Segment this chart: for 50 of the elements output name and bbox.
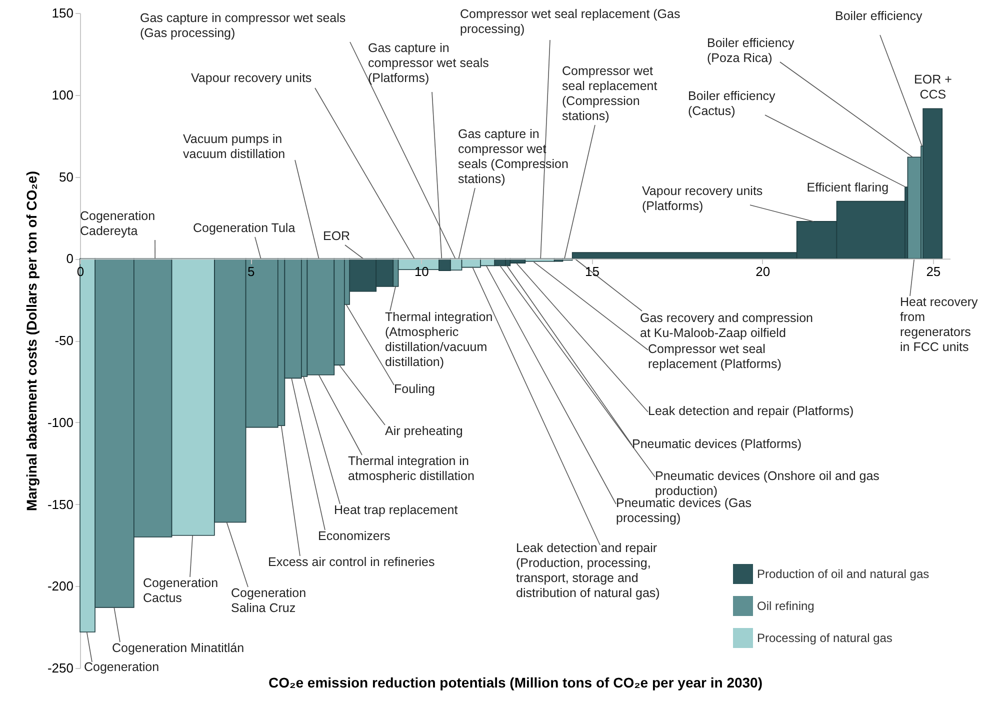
x-tick-label: 20 (756, 264, 770, 280)
y-tick-label: -100 (47, 414, 74, 430)
annotation: Gas recovery and compression at Ku-Maloob-Zaap oilfield (640, 311, 814, 340)
annotation: Cogeneration (84, 660, 160, 674)
annotation: Fouling (394, 382, 436, 396)
annotation: Excess air control in refineries (268, 555, 435, 569)
annotation: Economizers (318, 529, 390, 543)
y-tick-label: -200 (47, 578, 74, 594)
annotation: Compressor wet seal replacement (Gas processing) (460, 7, 680, 36)
annotation: EOR + CCS (914, 72, 952, 102)
annotation: Cogeneration Minatitlán (112, 641, 244, 655)
annotation: Pneumatic devices (Onshore oil and gas production) (655, 469, 880, 498)
y-tick-label: 0 (66, 251, 74, 266)
annotation: Leak detection and repair (Production, processing, transport, storage and distribution of natural gas) (516, 541, 660, 600)
annotation: Heat recovery from regenerators in FCC units (900, 295, 979, 354)
y-axis-title: Marginal abatement costs (Dollars per ton of CO₂e) (23, 171, 40, 511)
annotation: Cogeneration Salina Cruz (231, 586, 306, 615)
annotation: EOR (323, 229, 350, 243)
annotation: Vapour recovery units (191, 71, 312, 85)
annotation: Compressor wet seal replacement (Platforms) (648, 342, 782, 371)
annotation: Boiler efficiency (835, 9, 924, 23)
legend-label: Production of oil and natural gas (757, 567, 930, 581)
y-tick-label: -50 (54, 333, 74, 348)
annotation: Vacuum pumps in vacuum distillation (183, 132, 286, 161)
annotation: Boiler efficiency (Cactus) (688, 89, 776, 118)
annotation: Vapour recovery units (Platforms) (642, 184, 763, 213)
y-tick-label: 150 (52, 6, 74, 20)
annotation: Efficient flaring (806, 180, 889, 194)
annotation: Heat trap replacement (334, 503, 458, 517)
annotation: Gas capture in compressor wet seals (Platforms) (368, 41, 489, 85)
annotation: Pneumatic devices (Platforms) (632, 437, 802, 451)
annotation: Thermal integration in atmospheric distillation (348, 454, 474, 483)
y-tick-label: 100 (52, 87, 74, 102)
annotation: Cogeneration Tula (193, 221, 296, 235)
y-tick-label: -150 (47, 496, 74, 512)
annotation: Thermal integration (Atmospheric distillation/vacuum distillation) (385, 310, 493, 369)
annotation: Gas capture in compressor wet seals (Gas processing) (140, 11, 346, 40)
x-tick-label: 25 (926, 264, 941, 280)
annotation: Air preheating (385, 424, 463, 438)
x-axis-title: CO₂e emission reduction potentials (Million tons of CO₂e per year in 2030) (268, 674, 762, 690)
annotation: Cogeneration Cadereyta (80, 209, 156, 238)
annotation: Compressor wet seal replacement (Compression stations) (562, 64, 658, 123)
y-tick-label: -250 (47, 660, 74, 676)
x-tick-label: 5 (247, 264, 255, 280)
annotation: Cogeneration Cactus (143, 576, 218, 605)
annotation: Boiler efficiency (Poza Rica) (707, 36, 796, 65)
legend-label: Processing of natural gas (757, 631, 892, 645)
annotation: Leak detection and repair (Platforms) (648, 404, 854, 418)
legend-label: Oil refining (757, 599, 814, 613)
y-tick-label: 50 (59, 169, 74, 184)
